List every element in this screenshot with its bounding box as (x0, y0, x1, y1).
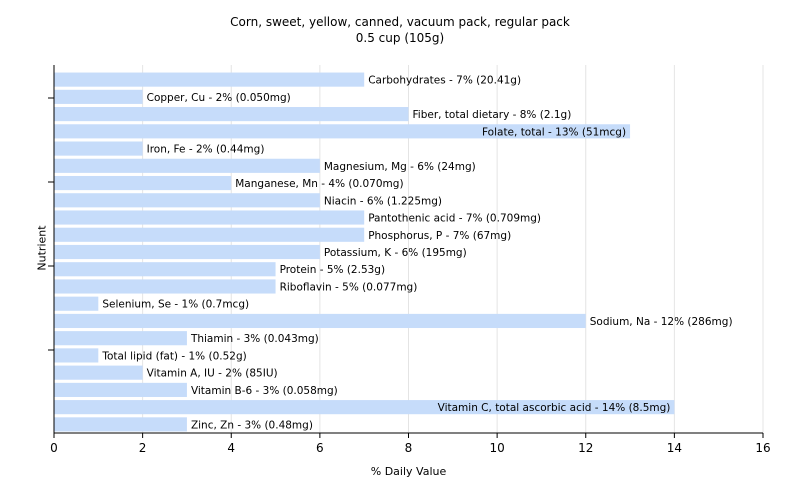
bar (54, 158, 320, 173)
bar (54, 382, 187, 397)
data-label: Magnesium, Mg - 6% (24mg) (324, 161, 476, 173)
x-tick-label: 10 (489, 441, 504, 455)
data-label: Copper, Cu - 2% (0.050mg) (147, 92, 291, 104)
data-label: Carbohydrates - 7% (20.41g) (368, 75, 521, 87)
data-label: Selenium, Se - 1% (0.7mcg) (102, 299, 249, 311)
axes: 0 2 4 6 8 10 12 14 16 (48, 65, 771, 455)
bars: Carbohydrates - 7% (20.41g) Copper, Cu - … (54, 72, 733, 432)
bar (54, 124, 631, 139)
data-label: Folate, total - 13% (51mcg) (482, 126, 626, 138)
x-tick-label: 0 (50, 441, 58, 455)
bar (54, 296, 99, 311)
y-axis-label: Nutrient (35, 225, 49, 271)
x-tick-label: 6 (316, 441, 324, 455)
bar (54, 141, 143, 156)
data-label: Potassium, K - 6% (195mg) (324, 247, 467, 259)
x-tick-label: 12 (578, 441, 593, 455)
x-tick-label: 4 (227, 441, 235, 455)
bar (54, 365, 143, 380)
data-label: Vitamin A, IU - 2% (85IU) (147, 368, 278, 380)
bar (54, 72, 365, 87)
x-tick-label: 16 (755, 441, 770, 455)
data-label: Pantothenic acid - 7% (0.709mg) (368, 213, 541, 225)
bar (54, 193, 320, 208)
bar (54, 331, 187, 346)
data-label: Zinc, Zn - 3% (0.48mg) (191, 419, 313, 431)
data-label: Niacin - 6% (1.225mg) (324, 195, 442, 207)
data-label: Total lipid (fat) - 1% (0.52g) (101, 350, 246, 362)
bar (54, 175, 232, 191)
x-tick-label: 8 (405, 441, 413, 455)
bar (54, 348, 99, 363)
bar (54, 89, 143, 104)
data-label: Sodium, Na - 12% (286mg) (590, 316, 733, 328)
bar (54, 244, 320, 260)
bar (54, 262, 276, 277)
x-tick-label: 14 (667, 441, 682, 455)
chart-title: Corn, sweet, yellow, canned, vacuum pack… (230, 15, 570, 29)
bar (54, 417, 187, 432)
data-label: Manganese, Mn - 4% (0.070mg) (235, 178, 403, 190)
data-label: Vitamin B-6 - 3% (0.058mg) (191, 385, 338, 397)
bar (54, 279, 276, 294)
data-label: Vitamin C, total ascorbic acid - 14% (8.… (438, 402, 671, 414)
data-label: Phosphorus, P - 7% (67mg) (368, 230, 511, 242)
bar (54, 313, 586, 329)
chart-subtitle: 0.5 cup (105g) (355, 31, 445, 45)
bar (54, 227, 365, 242)
data-label: Protein - 5% (2.53g) (280, 264, 386, 276)
x-tick-label: 2 (139, 441, 147, 455)
data-label: Iron, Fe - 2% (0.44mg) (147, 144, 265, 156)
bar (54, 210, 365, 225)
data-label: Thiamin - 3% (0.043mg) (190, 333, 319, 345)
data-label: Fiber, total dietary - 8% (2.1g) (413, 109, 572, 121)
x-axis-label: % Daily Value (370, 465, 447, 478)
bar (54, 107, 409, 122)
data-label: Riboflavin - 5% (0.077mg) (280, 281, 418, 293)
bar (54, 400, 675, 415)
